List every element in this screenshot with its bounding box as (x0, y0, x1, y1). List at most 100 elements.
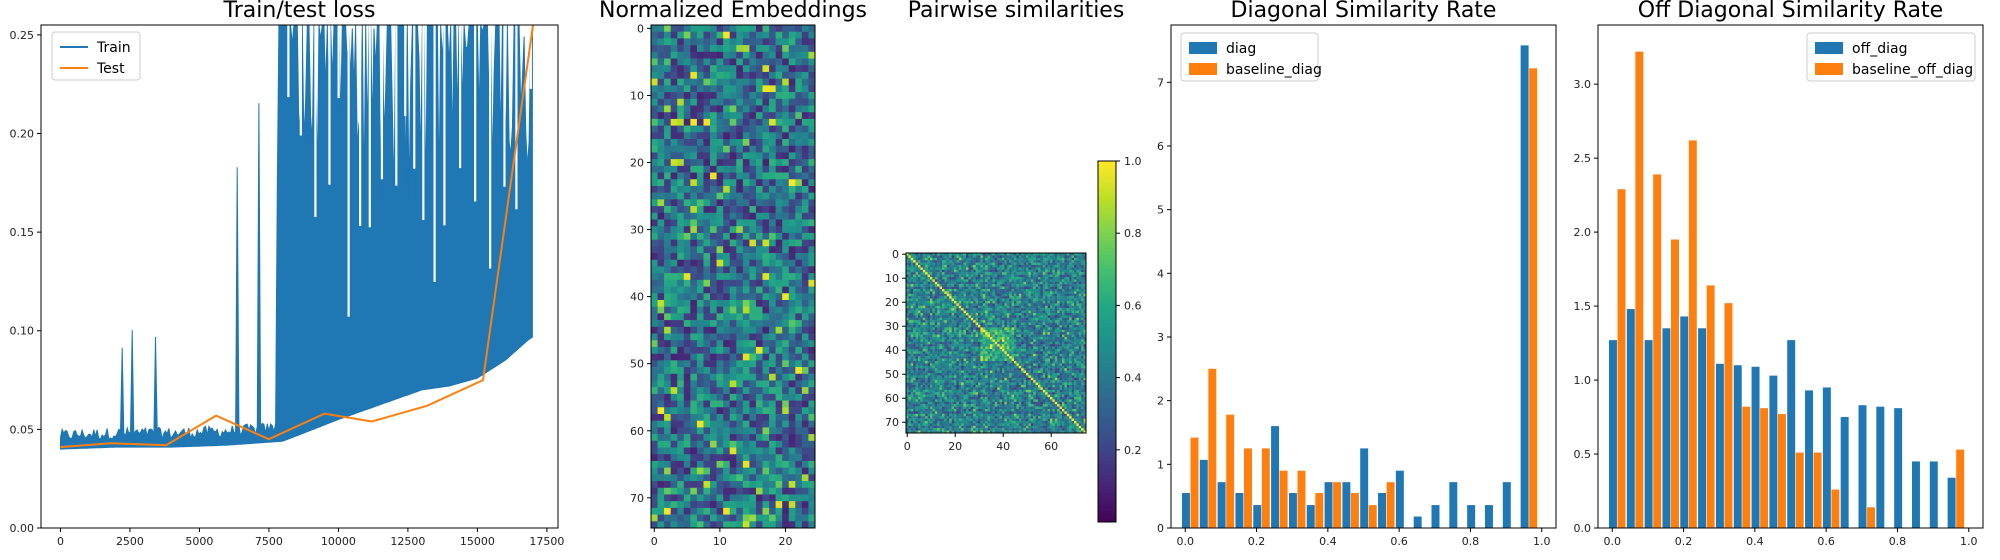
heatmap-cell (930, 327, 933, 330)
heatmap-cell (970, 337, 974, 340)
heatmap-cell (920, 253, 923, 256)
heatmap-cell (932, 325, 935, 328)
heatmap-cell (963, 329, 967, 333)
heatmap-cell (651, 360, 658, 368)
heatmap-cell (1038, 269, 1041, 273)
heatmap-cell (925, 296, 928, 299)
heatmap-cell (1052, 286, 1055, 290)
heatmap-cell (944, 269, 947, 273)
heatmap-cell (973, 262, 976, 266)
heatmap-cell (978, 349, 981, 352)
heatmap-cell (920, 341, 923, 345)
heatmap-cell (997, 274, 1000, 278)
heatmap-cell (915, 293, 919, 297)
heatmap-cell (1028, 298, 1031, 302)
heatmap-cell (915, 298, 919, 302)
heatmap-cell (683, 501, 691, 509)
heatmap-cell (1054, 308, 1058, 311)
heatmap-cell (913, 284, 916, 287)
heatmap-cell (670, 125, 678, 133)
heatmap-cell (985, 334, 988, 338)
heatmap-cell (710, 387, 717, 395)
heatmap-cell (1018, 257, 1022, 261)
heatmap-cell (657, 393, 665, 401)
heatmap-cell (908, 296, 911, 299)
heatmap-cell (782, 360, 790, 368)
heatmap-cell (951, 291, 955, 294)
heatmap-cell (1066, 257, 1070, 261)
heatmap-cell (755, 105, 763, 113)
heatmap-cell (958, 260, 962, 263)
heatmap-cell (723, 199, 731, 207)
heatmap-cell (944, 286, 947, 290)
heatmap-cell (1074, 313, 1077, 316)
heatmap-cell (670, 460, 678, 468)
heatmap-cell (1011, 291, 1015, 294)
heatmap-cell (782, 420, 790, 428)
heatmap-cell (677, 152, 685, 160)
heatmap-cell (683, 467, 691, 475)
heatmap-cell (1076, 281, 1079, 285)
heatmap-cell (769, 367, 776, 375)
heatmap-cell (782, 440, 790, 448)
heatmap-cell (1002, 281, 1005, 285)
heatmap-cell (1009, 260, 1012, 263)
heatmap-cell (690, 78, 698, 86)
heatmap-cell (769, 98, 776, 106)
heatmap-cell (670, 487, 678, 495)
heatmap-cell (782, 58, 790, 66)
heatmap-cell (975, 284, 979, 287)
heatmap-cell (934, 332, 938, 335)
heatmap-cell (651, 440, 658, 448)
heatmap-cell (729, 279, 737, 287)
heatmap-cell (987, 301, 991, 304)
heatmap-cell (951, 279, 955, 282)
heatmap-cell (788, 481, 796, 489)
heatmap-cell (677, 521, 685, 529)
heatmap-cell (651, 273, 658, 281)
heatmap-cell (703, 326, 711, 334)
heatmap-cell (703, 226, 711, 234)
heatmap-cell (703, 253, 711, 261)
heatmap-cell (690, 45, 698, 53)
heatmap-cell (1028, 265, 1031, 268)
heatmap-cell (1006, 281, 1010, 285)
heatmap-cell (736, 125, 744, 133)
heatmap-cell (954, 272, 957, 275)
heatmap-cell (677, 219, 685, 227)
heatmap-cell (908, 303, 911, 306)
heatmap-cell (769, 427, 776, 435)
heatmap-cell (973, 308, 976, 311)
heatmap-cell (762, 293, 770, 301)
heatmap-cell (973, 291, 976, 294)
heatmap-cell (994, 327, 998, 330)
heatmap-cell (908, 310, 911, 314)
heatmap-cell (1052, 332, 1055, 335)
heatmap-cell (1083, 289, 1087, 292)
heatmap-cell (1026, 341, 1029, 345)
heatmap-cell (736, 373, 744, 381)
heatmap-cell (946, 349, 950, 352)
heatmap-cell (1059, 337, 1063, 340)
heatmap-cell (1002, 332, 1005, 335)
heatmap-cell (755, 145, 763, 153)
heatmap-cell (930, 274, 933, 278)
heatmap-cell (978, 281, 981, 285)
heatmap-cell (913, 260, 916, 263)
heatmap-cell (690, 293, 698, 301)
heatmap-cell (755, 118, 763, 126)
heatmap-cell (782, 25, 790, 33)
heatmap-cell (729, 521, 737, 529)
heatmap-cell (927, 305, 931, 309)
heatmap-cell (1011, 298, 1015, 302)
heatmap-cell (1078, 313, 1082, 316)
heatmap-cell (949, 349, 952, 352)
heatmap-cell (782, 45, 790, 53)
heatmap-cell (920, 308, 923, 311)
heatmap-cell (1081, 281, 1084, 285)
heatmap-cell (1021, 310, 1024, 314)
heatmap-cell (913, 332, 916, 335)
heatmap-cell (966, 329, 969, 333)
heatmap-cell (966, 281, 969, 285)
heatmap-cell (961, 269, 964, 273)
